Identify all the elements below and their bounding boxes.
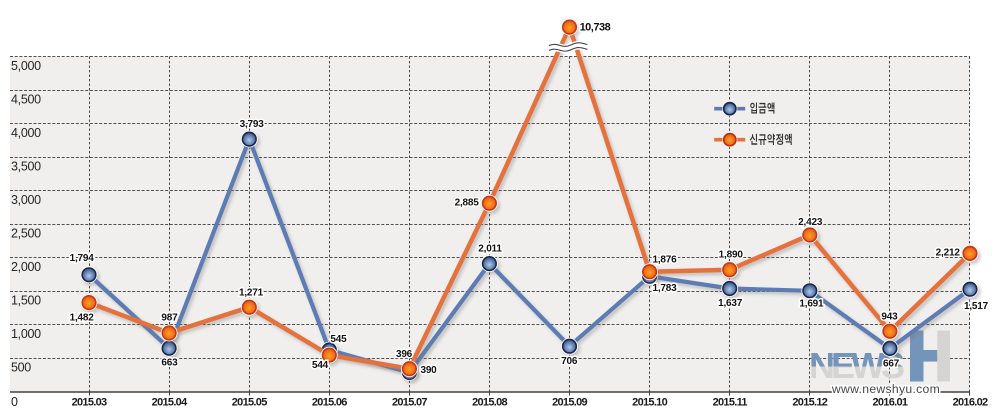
svg-text:544: 544 xyxy=(312,360,329,371)
svg-text:1,890: 1,890 xyxy=(719,250,744,261)
svg-text:545: 545 xyxy=(330,334,347,345)
svg-text:396: 396 xyxy=(396,349,413,360)
svg-text:10,738: 10,738 xyxy=(580,22,611,34)
svg-text:1,482: 1,482 xyxy=(70,312,95,323)
svg-text:1,000: 1,000 xyxy=(11,327,41,341)
svg-text:2015.07: 2015.07 xyxy=(392,397,427,409)
svg-text:943: 943 xyxy=(881,311,898,322)
svg-text:1,500: 1,500 xyxy=(11,294,41,308)
svg-text:2,885: 2,885 xyxy=(455,198,480,209)
svg-text:1,637: 1,637 xyxy=(718,298,743,309)
svg-text:706: 706 xyxy=(561,356,578,367)
svg-text:2,423: 2,423 xyxy=(798,217,823,228)
svg-text:2015.05: 2015.05 xyxy=(232,397,267,409)
svg-text:4,500: 4,500 xyxy=(11,92,41,106)
svg-text:2015.12: 2015.12 xyxy=(792,397,827,409)
svg-text:2015.09: 2015.09 xyxy=(552,397,587,409)
svg-text:987: 987 xyxy=(161,312,178,323)
svg-text:2015.04: 2015.04 xyxy=(152,397,188,409)
svg-text:2015.06: 2015.06 xyxy=(312,397,347,409)
svg-text:2,011: 2,011 xyxy=(478,243,502,254)
svg-text:3,793: 3,793 xyxy=(240,119,265,130)
svg-text:2015.08: 2015.08 xyxy=(472,397,507,409)
svg-text:2016.02: 2016.02 xyxy=(953,397,988,409)
svg-text:2,000: 2,000 xyxy=(11,260,41,274)
svg-text:2016.01: 2016.01 xyxy=(872,397,907,409)
svg-text:500: 500 xyxy=(11,361,31,375)
svg-text:2,500: 2,500 xyxy=(11,227,41,241)
svg-text:1,517: 1,517 xyxy=(964,301,989,312)
svg-text:1,783: 1,783 xyxy=(652,283,677,294)
svg-text:1,794: 1,794 xyxy=(70,253,95,264)
svg-text:4,000: 4,000 xyxy=(11,126,41,140)
svg-text:0: 0 xyxy=(11,395,18,409)
svg-text:2,212: 2,212 xyxy=(936,248,961,259)
svg-text:1,271: 1,271 xyxy=(239,287,264,298)
svg-text:390: 390 xyxy=(420,365,437,376)
svg-text:2015.11: 2015.11 xyxy=(713,397,748,409)
svg-text:2015.10: 2015.10 xyxy=(632,397,667,409)
svg-text:1,876: 1,876 xyxy=(652,254,677,265)
svg-text:www.newshyu.com: www.newshyu.com xyxy=(831,382,940,396)
svg-text:1,691: 1,691 xyxy=(799,299,824,310)
svg-text:3,500: 3,500 xyxy=(11,160,41,174)
svg-text:2015.03: 2015.03 xyxy=(72,397,107,409)
svg-text:3,000: 3,000 xyxy=(11,193,41,207)
svg-text:663: 663 xyxy=(161,358,178,369)
svg-text:667: 667 xyxy=(883,358,900,369)
svg-text:5,000: 5,000 xyxy=(11,59,41,73)
